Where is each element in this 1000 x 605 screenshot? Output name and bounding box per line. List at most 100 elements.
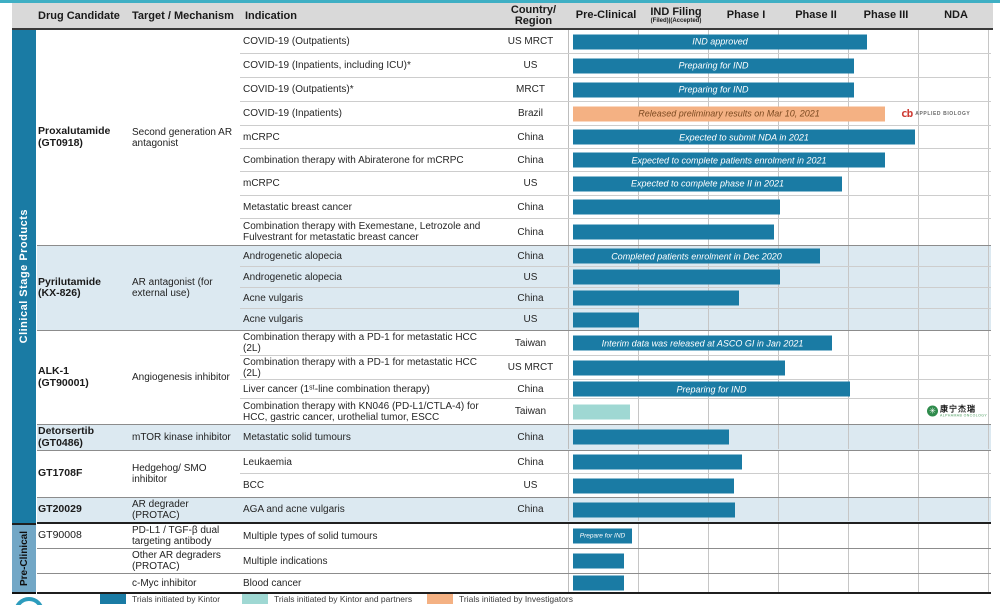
pipeline-row: Acne vulgaris US — [240, 309, 991, 330]
phase-grid — [568, 196, 991, 218]
phase-grid: Interim data was released at ASCO GI in … — [568, 331, 991, 355]
column-header-nda: NDA — [944, 9, 968, 22]
trial-bar — [573, 269, 780, 285]
trial-bar — [573, 290, 739, 306]
target-mechanism: Angiogenesis inhibitor — [132, 372, 230, 383]
phase-grid — [568, 219, 991, 245]
target-mechanism: PD-L1 / TGF-β dual targeting antibody — [132, 525, 220, 547]
applied-biology-mark-icon: cb — [901, 106, 913, 120]
phase-grid — [568, 309, 991, 330]
pipeline-row: Liver cancer (1ˢᵗ-line combination thera… — [240, 380, 991, 399]
drug-name: GT1708F — [38, 467, 83, 480]
legend-item: Trials initiated by Investigators — [427, 593, 573, 605]
trial-bar: Preparing for IND — [573, 58, 854, 73]
pipeline-row: COVID-19 (Inpatients, including ICU)* US… — [240, 54, 991, 78]
phase-grid: ✳ 康宁杰瑞 ALPHAMAB ONCOLOGY — [568, 399, 991, 424]
column-header-preclinical: Pre-Clinical — [575, 9, 637, 22]
phase-grid: Prepare for IND — [568, 524, 991, 548]
trial-bar: Expected to complete patients enrolment … — [573, 152, 885, 168]
pipeline-row: Blood cancer — [240, 574, 991, 592]
alphamab-oncology-logo: ✳ 康宁杰瑞 ALPHAMAB ONCOLOGY — [927, 405, 987, 418]
drug-name: GT20029 — [38, 503, 82, 516]
phase-grid — [568, 474, 991, 497]
pipeline-row: Multiple types of solid tumours Prepare … — [240, 524, 991, 548]
drug-group-proxalutamide: Proxalutamide (GT0918) Second generation… — [37, 30, 991, 246]
pipeline-row: Metastatic breast cancer China — [240, 196, 991, 219]
alphamab-pinwheel-icon: ✳ — [927, 405, 938, 416]
trial-bar: Expected to submit NDA in 2021 — [573, 129, 915, 145]
column-header-indication: Indication — [245, 9, 297, 22]
trial-bar: Interim data was released at ASCO GI in … — [573, 335, 832, 351]
drug-name: ALK-1 (GT90001) — [38, 365, 89, 389]
pipeline-row: Leukaemia China — [240, 451, 991, 474]
trial-bar: Released preliminary results on Mar 10, … — [573, 106, 885, 121]
header-row: Drug Candidate Target / Mechanism Indica… — [12, 3, 993, 30]
drug-name: Detorsertib (GT0486) — [38, 425, 95, 449]
pipeline-row: Androgenetic alopecia China Completed pa… — [240, 246, 991, 267]
drug-name: GT90008 — [38, 529, 82, 542]
pipeline-row: mCRPC US Expected to complete phase II i… — [240, 172, 991, 196]
target-mechanism: AR antagonist (for external use) — [132, 277, 213, 299]
phase-grid — [568, 451, 991, 473]
phase-grid — [568, 425, 991, 449]
trial-bar: Prepare for IND — [573, 528, 632, 544]
trial-bar — [573, 478, 734, 493]
drug-name — [37, 574, 130, 592]
pipeline-row: Androgenetic alopecia US — [240, 267, 991, 288]
drug-group-detorsertib: Detorsertib (GT0486) mTOR kinase inhibit… — [37, 425, 991, 451]
phase-grid: IND approved — [568, 30, 991, 53]
pipeline-row: Combination therapy with a PD-1 for meta… — [240, 331, 991, 356]
legend-swatch-kintor — [100, 594, 126, 604]
drug-group-other-ar-degraders: Other AR degraders (PROTAC) Multiple ind… — [37, 549, 991, 574]
pipeline-row: Metastatic solid tumours China — [240, 425, 991, 449]
trial-bar: Expected to complete phase II in 2021 — [573, 176, 842, 191]
pipeline-row: COVID-19 (Outpatients)* MRCT Preparing f… — [240, 78, 991, 102]
target-mechanism: Hedgehog/ SMO inhibitor — [132, 463, 207, 485]
pipeline-row: Multiple indications — [240, 549, 991, 573]
pipeline-row: COVID-19 (Outpatients) US MRCT IND appro… — [240, 30, 991, 54]
target-mechanism: Second generation AR antagonist — [132, 126, 233, 149]
phase-grid — [568, 267, 991, 287]
column-header-country: Country/ Region — [510, 4, 557, 27]
applied-biology-logo: cb APPLIED BIOLOGY — [901, 106, 971, 120]
legend-swatch-partners — [242, 594, 268, 604]
pipeline-row: COVID-19 (Inpatients) Brazil Released pr… — [240, 102, 991, 126]
target-mechanism: AR degrader (PROTAC) — [132, 499, 189, 521]
phase-grid: Expected to submit NDA in 2021 — [568, 126, 991, 148]
pipeline-row: Combination therapy with a PD-1 for meta… — [240, 356, 991, 380]
phase-grid — [568, 549, 991, 573]
pipeline-row: Acne vulgaris China — [240, 288, 991, 309]
pipeline-table: Proxalutamide (GT0918) Second generation… — [37, 30, 991, 594]
column-header-ind-filing: IND Filing (Filed)|(Accepted) — [650, 6, 702, 24]
phase-grid — [568, 356, 991, 379]
drug-group-gt90008: GT90008 PD-L1 / TGF-β dual targeting ant… — [37, 524, 991, 549]
trial-bar: Completed patients enrolment in Dec 2020 — [573, 248, 820, 264]
phase-grid: Preparing for IND — [568, 380, 991, 398]
column-header-phase1: Phase I — [726, 9, 766, 22]
trial-bar — [573, 312, 639, 327]
column-header-phase3: Phase III — [863, 9, 909, 22]
target-mechanism: Other AR degraders (PROTAC) — [132, 550, 221, 572]
trial-bar: IND approved — [573, 34, 867, 49]
phase-grid: Expected to complete phase II in 2021 — [568, 172, 991, 195]
trial-bar — [573, 360, 785, 375]
legend-item: Trials initiated by Kintor — [100, 593, 220, 605]
phase-grid — [568, 288, 991, 308]
drug-name: Pyrilutamide (KX-826) — [38, 275, 102, 299]
phase-grid: Completed patients enrolment in Dec 2020 — [568, 246, 991, 266]
trial-bar — [573, 553, 624, 569]
pipeline-row: mCRPC China Expected to submit NDA in 20… — [240, 126, 991, 149]
drug-group-cmyc: c-Myc inhibitor Blood cancer — [37, 574, 991, 594]
trial-bar: Preparing for IND — [573, 381, 850, 397]
trial-bar — [573, 454, 742, 470]
pipeline-row: BCC US — [240, 474, 991, 497]
phase-grid — [568, 498, 991, 521]
target-mechanism: c-Myc inhibitor — [132, 577, 197, 589]
legend-swatch-investigators — [427, 594, 453, 604]
column-header-target: Target / Mechanism — [132, 9, 234, 22]
top-accent-line — [0, 0, 1000, 3]
drug-group-alk1: ALK-1 (GT90001) Angiogenesis inhibitor C… — [37, 331, 991, 425]
phase-grid: Preparing for IND — [568, 54, 991, 77]
phase-grid — [568, 574, 991, 592]
